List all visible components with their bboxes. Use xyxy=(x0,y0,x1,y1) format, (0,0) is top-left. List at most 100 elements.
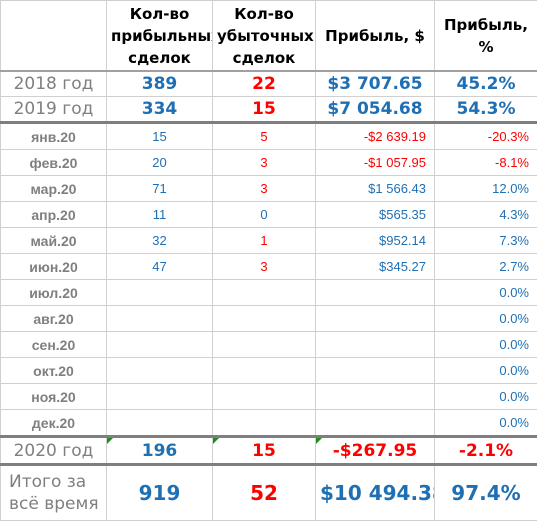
profit-pct[interactable]: -20.3% xyxy=(435,123,537,150)
profitable-count[interactable]: 71 xyxy=(107,176,213,202)
month-label[interactable]: май.20 xyxy=(1,228,107,254)
profit-pct[interactable]: 0.0% xyxy=(435,358,537,384)
losing-count[interactable]: 5 xyxy=(213,123,316,150)
month-label[interactable]: апр.20 xyxy=(1,202,107,228)
profitable-count[interactable] xyxy=(107,384,213,410)
header-cell-losing[interactable]: Кол-во убыточных сделок xyxy=(213,1,316,72)
header-cell-profitable[interactable]: Кол-во прибыльных сделок xyxy=(107,1,213,72)
profitable-count[interactable] xyxy=(107,358,213,384)
month-label[interactable]: мар.20 xyxy=(1,176,107,202)
profit-pct[interactable]: 54.3% xyxy=(435,97,537,123)
spreadsheet: Кол-во прибыльных сделок Кол-во убыточны… xyxy=(0,0,537,503)
period-label[interactable]: 2018 год xyxy=(1,71,107,97)
formula-marker-icon xyxy=(213,438,219,444)
profit-pct[interactable]: 7.3% xyxy=(435,228,537,254)
profit-usd[interactable] xyxy=(316,306,435,332)
profit-usd[interactable]: $1 566.43 xyxy=(316,176,435,202)
profitable-count[interactable]: 919 xyxy=(107,465,213,521)
profit-pct[interactable]: -2.1% xyxy=(435,437,537,465)
profit-pct[interactable]: -8.1% xyxy=(435,150,537,176)
profit-usd[interactable] xyxy=(316,280,435,306)
losing-count[interactable]: 3 xyxy=(213,150,316,176)
header-cell-profit-pct[interactable]: Прибыль, % xyxy=(435,1,537,72)
month-row: апр.20 11 0 $565.35 4.3% xyxy=(1,202,537,228)
month-label[interactable]: дек.20 xyxy=(1,410,107,437)
profit-pct[interactable]: 0.0% xyxy=(435,332,537,358)
month-label[interactable]: июл.20 xyxy=(1,280,107,306)
period-label[interactable]: 2019 год xyxy=(1,97,107,123)
profitable-count[interactable] xyxy=(107,306,213,332)
header-row: Кол-во прибыльных сделок Кол-во убыточны… xyxy=(1,1,537,72)
year-row-2019: 2019 год 334 15 $7 054.68 54.3% xyxy=(1,97,537,123)
losing-count[interactable]: 1 xyxy=(213,228,316,254)
profit-usd[interactable]: $3 707.65 xyxy=(316,71,435,97)
month-row: янв.20 15 5 -$2 639.19 -20.3% xyxy=(1,123,537,150)
month-label[interactable]: ноя.20 xyxy=(1,384,107,410)
profit-usd[interactable] xyxy=(316,332,435,358)
losing-count[interactable]: 22 xyxy=(213,71,316,97)
losing-count[interactable] xyxy=(213,332,316,358)
losing-count[interactable] xyxy=(213,306,316,332)
losing-count[interactable]: 15 xyxy=(213,97,316,123)
profit-usd[interactable]: -$1 057.95 xyxy=(316,150,435,176)
losing-count[interactable]: 3 xyxy=(213,176,316,202)
profitable-count[interactable] xyxy=(107,332,213,358)
total-label[interactable]: Итого за всё время xyxy=(1,465,107,521)
profitable-count[interactable]: 15 xyxy=(107,123,213,150)
profitable-count[interactable]: 20 xyxy=(107,150,213,176)
losing-count[interactable]: 0 xyxy=(213,202,316,228)
profit-pct[interactable]: 0.0% xyxy=(435,410,537,437)
month-row: окт.20 0.0% xyxy=(1,358,537,384)
losing-count[interactable] xyxy=(213,358,316,384)
profit-pct[interactable]: 4.3% xyxy=(435,202,537,228)
month-label[interactable]: авг.20 xyxy=(1,306,107,332)
profit-usd-cell[interactable]: -$267.95 xyxy=(316,437,435,465)
year-row-2020: 2020 год 196 15 -$267.95 -2.1% xyxy=(1,437,537,465)
formula-marker-icon xyxy=(107,438,113,444)
month-label[interactable]: июн.20 xyxy=(1,254,107,280)
profitable-count[interactable]: 32 xyxy=(107,228,213,254)
profit-usd[interactable]: $10 494.38 xyxy=(316,465,435,521)
profit-usd[interactable] xyxy=(316,384,435,410)
month-row: фев.20 20 3 -$1 057.95 -8.1% xyxy=(1,150,537,176)
month-row: июн.20 47 3 $345.27 2.7% xyxy=(1,254,537,280)
profit-usd[interactable] xyxy=(316,358,435,384)
profitable-count[interactable]: 11 xyxy=(107,202,213,228)
year-row-2018: 2018 год 389 22 $3 707.65 45.2% xyxy=(1,71,537,97)
losing-count[interactable]: 3 xyxy=(213,254,316,280)
month-label[interactable]: фев.20 xyxy=(1,150,107,176)
profitable-count[interactable] xyxy=(107,280,213,306)
header-cell-profit-usd[interactable]: Прибыль, $ xyxy=(316,1,435,72)
month-label[interactable]: сен.20 xyxy=(1,332,107,358)
profit-usd[interactable]: $345.27 xyxy=(316,254,435,280)
profit-pct[interactable]: 0.0% xyxy=(435,306,537,332)
month-label[interactable]: янв.20 xyxy=(1,123,107,150)
profit-pct[interactable]: 0.0% xyxy=(435,384,537,410)
losing-count: 15 xyxy=(252,441,276,461)
losing-count[interactable] xyxy=(213,384,316,410)
profitable-count[interactable]: 47 xyxy=(107,254,213,280)
losing-count[interactable]: 52 xyxy=(213,465,316,521)
total-row: Итого за всё время 919 52 $10 494.38 97.… xyxy=(1,465,537,521)
profit-usd[interactable]: -$2 639.19 xyxy=(316,123,435,150)
month-label[interactable]: окт.20 xyxy=(1,358,107,384)
profit-pct[interactable]: 97.4% xyxy=(435,465,537,521)
profit-pct[interactable]: 45.2% xyxy=(435,71,537,97)
header-cell-period[interactable] xyxy=(1,1,107,72)
losing-count[interactable] xyxy=(213,410,316,437)
profit-usd[interactable] xyxy=(316,410,435,437)
profitable-count[interactable]: 334 xyxy=(107,97,213,123)
profit-pct[interactable]: 0.0% xyxy=(435,280,537,306)
profit-pct[interactable]: 2.7% xyxy=(435,254,537,280)
profit-pct[interactable]: 12.0% xyxy=(435,176,537,202)
profit-usd[interactable]: $7 054.68 xyxy=(316,97,435,123)
profitable-count-cell[interactable]: 196 xyxy=(107,437,213,465)
profitable-count[interactable]: 389 xyxy=(107,71,213,97)
losing-count-cell[interactable]: 15 xyxy=(213,437,316,465)
profit-usd[interactable]: $952.14 xyxy=(316,228,435,254)
losing-count[interactable] xyxy=(213,280,316,306)
month-row: сен.20 0.0% xyxy=(1,332,537,358)
profitable-count[interactable] xyxy=(107,410,213,437)
profit-usd[interactable]: $565.35 xyxy=(316,202,435,228)
period-label[interactable]: 2020 год xyxy=(1,437,107,465)
